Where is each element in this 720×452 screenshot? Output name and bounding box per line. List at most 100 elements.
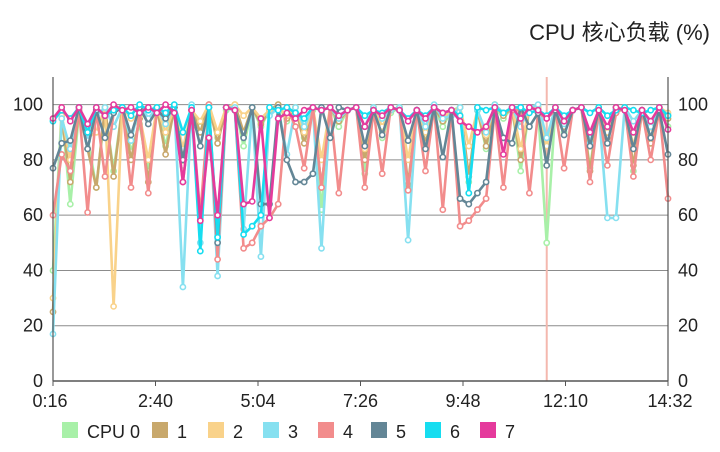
series-7-point-16: [188, 106, 195, 114]
series-4-point-6: [101, 173, 109, 180]
series-7-point-58: [552, 104, 559, 111]
series-4-point-41: [404, 186, 412, 194]
series-7-point-53: [508, 104, 516, 111]
series-7-point-7: [110, 101, 117, 108]
series-6-point-13: [162, 109, 169, 117]
series-6-point-26: [274, 106, 282, 114]
series-2-point-11: [144, 156, 152, 164]
y-tick-right-0: 0: [678, 371, 688, 391]
legend-swatch-7: [480, 422, 496, 438]
series-4-point-45: [439, 206, 447, 214]
series-7-point-45: [439, 109, 447, 117]
series-6-point-27: [283, 104, 291, 111]
series-5-point-2: [66, 137, 74, 144]
series-6-point-49: [473, 104, 481, 111]
series-3-point-1: [58, 115, 66, 122]
series-6-point-62: [586, 109, 594, 117]
series-7-point-46: [448, 106, 455, 114]
series-5-point-59: [560, 131, 568, 139]
series-0-point-45: [439, 123, 447, 131]
series-7-point-30: [309, 104, 317, 111]
series-5-point-49: [473, 189, 481, 197]
series-6-point-23: [248, 222, 256, 230]
series-5-point-30: [309, 170, 317, 178]
series-5-point-43: [422, 145, 429, 153]
series-1-point-2: [66, 178, 74, 186]
series-3-point-56: [534, 101, 542, 108]
series-7-point-42: [413, 106, 421, 114]
series-7-point-41: [404, 117, 412, 125]
legend-swatch-6: [425, 422, 441, 438]
series-6-point-48: [465, 189, 473, 197]
series-7-point-63: [595, 106, 603, 114]
series-2-point-29: [300, 128, 308, 136]
series-1-point-54: [517, 156, 525, 164]
series-7-point-33: [335, 112, 343, 120]
series-7-point-39: [387, 104, 395, 111]
series-4-point-62: [586, 178, 594, 186]
series-7-point-23: [248, 197, 256, 205]
series-3-point-6: [101, 104, 109, 111]
y-tick-right-20: 20: [678, 316, 698, 336]
axis-layer: 0 0 20 20 40 40 60 60 80 80 100 100 0:16 2:40 5:04 7:26…: [13, 77, 708, 411]
series-5: [49, 104, 672, 247]
series-5-point-27: [283, 156, 291, 164]
legend-swatch-1: [152, 422, 168, 438]
series-6-point-54: [517, 104, 525, 111]
series-7-point-36: [361, 123, 369, 131]
series-7-point-52: [499, 150, 507, 158]
series-5-point-64: [604, 139, 611, 147]
series-5-point-38: [378, 131, 386, 139]
series-5-point-22: [240, 134, 247, 142]
series-5-point-69: [647, 134, 655, 142]
series-5-point-28: [292, 178, 299, 186]
series-7-point-37: [370, 106, 377, 114]
series-7-point-65: [612, 104, 620, 111]
series-1-point-13: [162, 150, 169, 158]
series-7-point-60: [569, 106, 577, 114]
series-3-point-9: [127, 137, 135, 144]
series-7-point-9: [127, 104, 135, 111]
series-2-point-54: [517, 145, 525, 153]
series-4-point-36: [361, 184, 369, 191]
series-3-point-64: [604, 214, 611, 222]
series-5-point-67: [630, 145, 637, 153]
series-4-point-22: [240, 244, 247, 252]
series-7-point-59: [560, 117, 568, 125]
series-5-point-50: [482, 178, 490, 186]
series-4-point-29: [300, 164, 308, 172]
legend-label-7: 7: [505, 422, 515, 442]
series-7-point-28: [292, 115, 299, 122]
series-6-point-14: [170, 101, 178, 108]
y-tick-right-100: 100: [678, 95, 708, 115]
series-5-point-41: [404, 137, 412, 144]
y-tick-left-20: 20: [23, 316, 43, 336]
series-1-point-29: [300, 139, 308, 147]
series-4-point-52: [499, 184, 507, 191]
series-4-point-1: [58, 150, 66, 158]
series-7: [49, 101, 672, 225]
x-tick-label-0: 0:16: [32, 391, 67, 411]
series-4-point-49: [473, 206, 481, 214]
y-tick-left-40: 40: [23, 260, 43, 280]
series-3-point-24: [257, 253, 265, 260]
series-0-point-22: [240, 142, 247, 150]
series-7-point-57: [543, 115, 551, 122]
series-4-point-19: [214, 255, 221, 263]
series-5-point-57: [543, 161, 551, 169]
series-7-point-24: [257, 115, 265, 122]
series-5-point-29: [300, 178, 308, 186]
series-7-point-64: [604, 123, 611, 131]
series-5-point-6: [101, 134, 109, 142]
series-7-point-55: [526, 104, 533, 111]
series-6-point-67: [630, 106, 637, 114]
series-5-point-19: [214, 239, 221, 247]
series-0-point-33: [335, 123, 343, 131]
y-tick-left-0: 0: [33, 371, 43, 391]
series-7-point-22: [240, 200, 247, 208]
series-7-point-21: [231, 106, 239, 114]
series-7-point-56: [534, 106, 542, 114]
x-tick-label-1: 2:40: [138, 391, 173, 411]
legend-label-2: 2: [233, 422, 243, 442]
series-5-point-62: [586, 142, 594, 150]
